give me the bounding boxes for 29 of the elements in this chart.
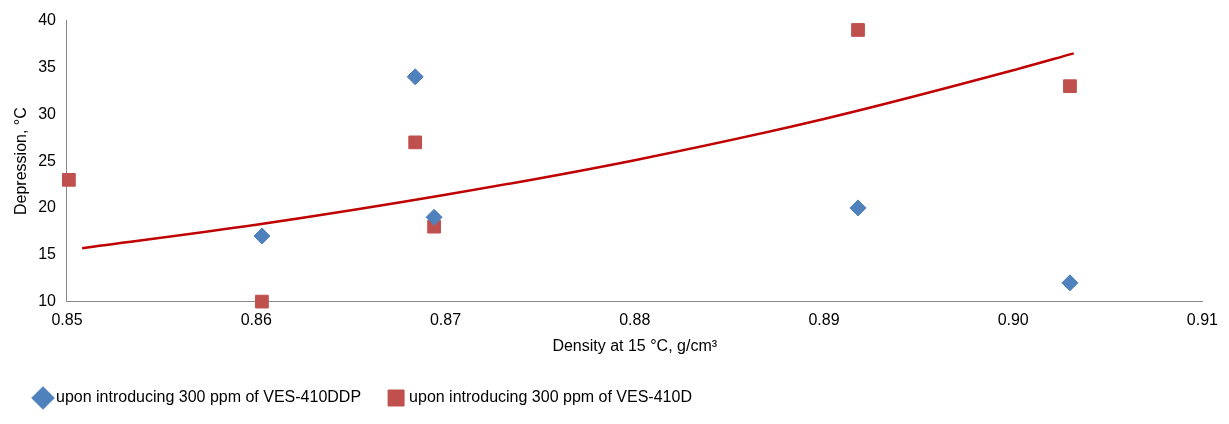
- x-tick-label: 0.88: [619, 310, 651, 328]
- y-axis-title: Depression, °C: [12, 107, 30, 215]
- legend-label: upon introducing 300 ppm of VES-410D: [409, 388, 692, 406]
- y-tick-label: 40: [38, 11, 57, 29]
- x-tick-label: 0.87: [429, 310, 462, 328]
- x-tick-label: 0.91: [1186, 310, 1219, 328]
- line-series: [80, 52, 1075, 250]
- point: [62, 172, 76, 187]
- y-tick-label: 20: [38, 198, 57, 216]
- point: [253, 227, 271, 245]
- y-tick-label: 25: [38, 151, 57, 169]
- point: [1061, 274, 1079, 292]
- point: [425, 208, 443, 226]
- point: [851, 23, 865, 37]
- x-axis-title: Density at 15 °C, g/cm³: [552, 336, 718, 354]
- y-tick-label: 30: [38, 104, 57, 122]
- point: [1063, 79, 1077, 94]
- x-tick-label: 0.85: [51, 310, 83, 328]
- point: [406, 68, 424, 86]
- y-tick-label: 10: [38, 292, 57, 310]
- point: [408, 135, 423, 150]
- x-tick-label: 0.86: [240, 310, 272, 328]
- point: [255, 294, 269, 309]
- point: [849, 199, 867, 217]
- y-tick-label: 35: [38, 57, 57, 75]
- legend-label: upon introducing 300 ppm of VES-410DDP: [56, 388, 362, 406]
- x-tick-label: 0.90: [997, 310, 1029, 328]
- y-tick-label: 15: [38, 245, 57, 263]
- x-tick-label: 0.89: [808, 310, 840, 328]
